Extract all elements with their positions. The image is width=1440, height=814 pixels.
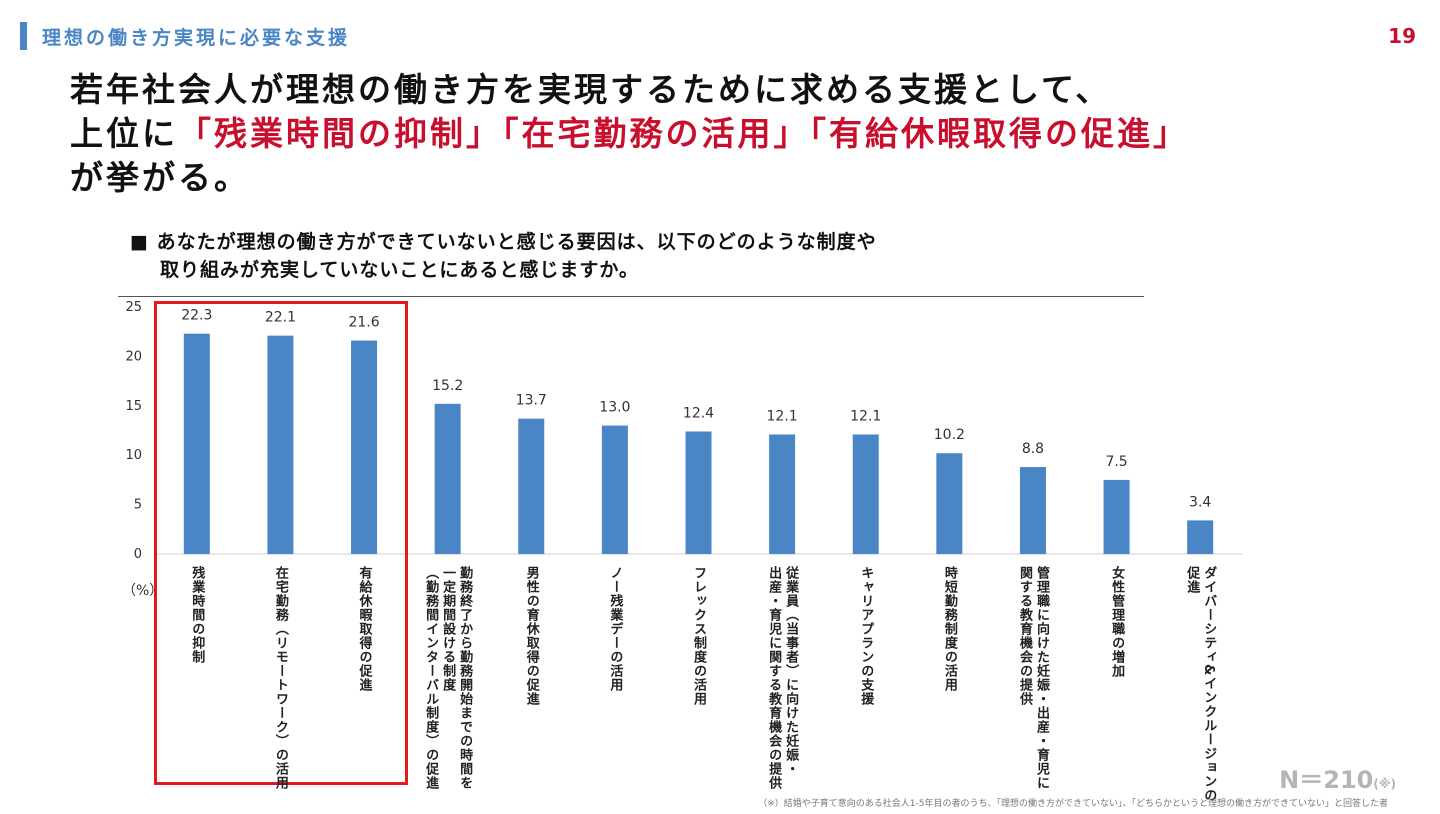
category-label: 在宅勤務（リモートワーク）の活用 — [272, 566, 288, 790]
bar — [601, 425, 628, 554]
y-tick-label: 15 — [125, 399, 142, 414]
section-title: 理想の働き方実現に必要な支援 — [42, 27, 351, 49]
value-label: 22.3 — [181, 308, 212, 324]
value-label: 15.2 — [432, 378, 463, 394]
bar — [1187, 520, 1214, 554]
survey-question: ■ あなたが理想の働き方ができていないと感じる要因は、以下のどのような制度や 取… — [130, 228, 877, 284]
y-tick-label: 0 — [134, 547, 142, 562]
value-label: 13.7 — [516, 393, 547, 409]
bar — [1103, 479, 1130, 554]
highlight-box — [154, 301, 408, 785]
divider — [118, 296, 1144, 297]
headline-highlight: 「残業時間の抑制」「在宅勤務の活用」「有給休暇取得の促進」 — [178, 114, 1189, 153]
bar — [769, 434, 796, 554]
bar — [1019, 467, 1046, 554]
section-accent-bar — [20, 22, 27, 50]
category-label: 残業時間の抑制 — [189, 566, 205, 664]
value-label: 8.8 — [1022, 441, 1044, 457]
category-label: ノー残業デーの活用 — [607, 566, 623, 692]
headline-line3: が挙がる。 — [70, 158, 250, 197]
category-label: フレックス制度の活用 — [691, 566, 706, 706]
value-label: 10.2 — [934, 427, 965, 443]
sample-size: N＝210(※) — [1279, 760, 1396, 795]
footnote: （※）結婚や子育て意向のある社会人1-5年目の者のうち、「理想の働き方ができてい… — [758, 799, 1388, 809]
sample-size-value: N＝210 — [1279, 766, 1374, 794]
category-label: 管理職に向けた妊娠・出産・育児に 関する教育機会の提供 — [1016, 566, 1049, 790]
headline: 若年社会人が理想の働き方を実現するために求める支援として、 上位に「残業時間の抑… — [70, 68, 1189, 200]
y-tick-label: 20 — [125, 349, 142, 364]
bar — [936, 453, 963, 554]
category-label: 従業員（当事者）に向けた妊娠・ 出産・育児に関する教育機会の提供 — [766, 566, 799, 790]
y-tick-label: 10 — [125, 448, 142, 463]
question-line2: 取り組みが充実していないことにあると感じますか。 — [160, 259, 640, 281]
bar — [852, 434, 879, 554]
bar — [351, 340, 378, 554]
y-tick-label: 25 — [125, 300, 142, 315]
value-label: 12.1 — [767, 408, 798, 424]
y-axis-unit: （%） — [122, 583, 164, 599]
value-label: 12.1 — [850, 408, 881, 424]
bar — [267, 335, 294, 554]
category-label: 男性の育休取得の促進 — [523, 566, 539, 706]
bar — [518, 418, 545, 554]
question-line1: ■ あなたが理想の働き方ができていないと感じる要因は、以下のどのような制度や — [130, 231, 877, 253]
value-label: 22.1 — [265, 310, 296, 326]
bar — [434, 403, 461, 554]
category-label: 勤務終了から勤務開始までの時間を 一定期間設ける制度 （勤務間インターバル制度）… — [423, 566, 473, 790]
value-label: 7.5 — [1105, 454, 1127, 470]
category-label: 有給休暇取得の促進 — [356, 566, 372, 692]
headline-line2-prefix: 上位に — [70, 114, 178, 153]
value-label: 21.6 — [348, 315, 379, 331]
category-label: 女性管理職の増加 — [1109, 566, 1125, 678]
bar — [183, 333, 210, 554]
category-label: 時短勤務制度の活用 — [941, 566, 957, 692]
value-label: 12.4 — [683, 405, 714, 421]
page-number: 19 — [1388, 24, 1416, 48]
category-label: ダイバーシティ&インクルージョンの 促進 — [1184, 566, 1217, 803]
category-label: キャリアプランの支援 — [858, 566, 874, 706]
value-label: 13.0 — [599, 400, 630, 416]
sample-size-note: (※) — [1373, 777, 1396, 791]
bar — [685, 431, 712, 554]
y-tick-label: 5 — [134, 498, 142, 513]
value-label: 3.4 — [1189, 494, 1211, 510]
headline-line1: 若年社会人が理想の働き方を実現するために求める支援として、 — [70, 70, 1112, 109]
